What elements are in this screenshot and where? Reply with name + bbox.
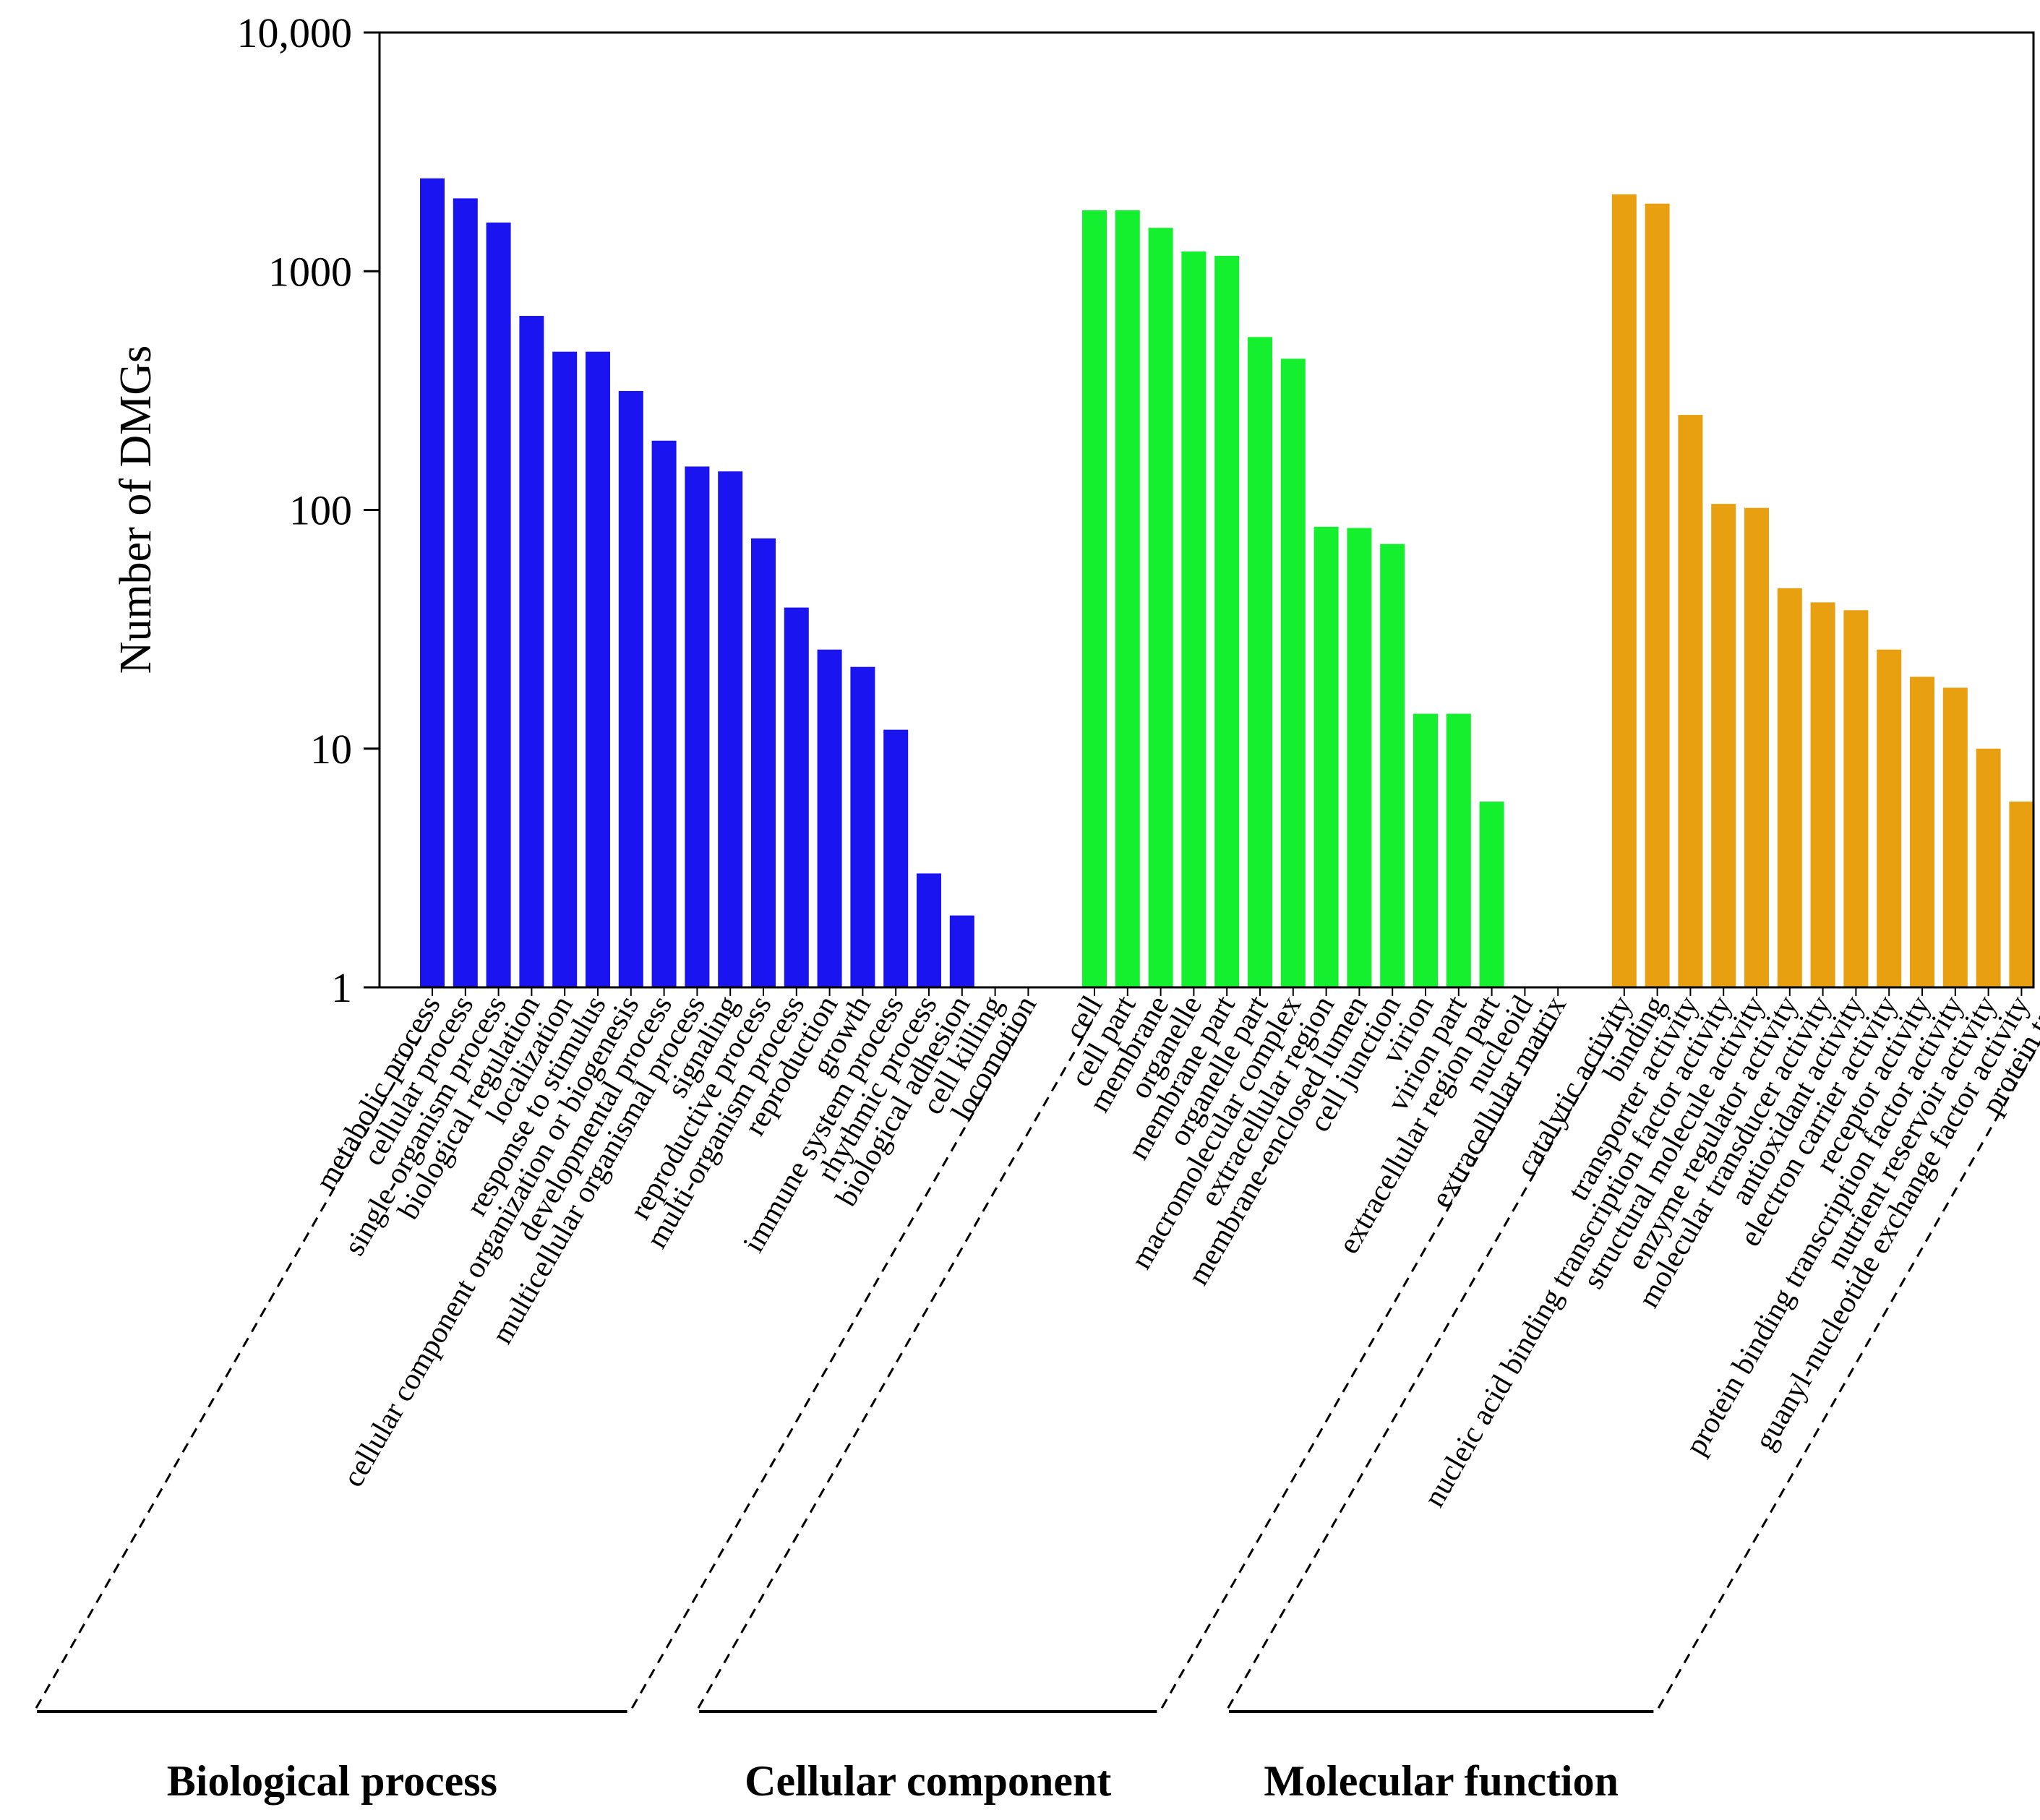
group-label: Molecular function xyxy=(1264,1757,1619,1805)
bar xyxy=(1280,359,1306,988)
bar xyxy=(1678,415,1703,987)
bar xyxy=(1711,504,1736,987)
bar xyxy=(1115,210,1140,987)
bar xyxy=(751,538,776,987)
bar xyxy=(1148,228,1173,987)
group-label: Cellular component xyxy=(745,1757,1111,1805)
bar xyxy=(552,351,578,987)
bar xyxy=(1181,251,1207,987)
bar xyxy=(1942,687,1968,987)
y-tick-label: 1000 xyxy=(268,248,352,295)
bar xyxy=(1777,588,1802,987)
bar xyxy=(486,222,511,988)
bar xyxy=(1248,337,1272,988)
bar xyxy=(1413,713,1438,987)
y-tick-label: 10,000 xyxy=(237,9,353,56)
bar xyxy=(685,466,710,987)
bar xyxy=(1645,203,1670,988)
bar xyxy=(1810,602,1835,987)
plot-frame xyxy=(378,31,2035,989)
y-tick-label: 10 xyxy=(310,726,352,773)
bar xyxy=(949,915,974,987)
group-dash-right xyxy=(1159,1021,1556,1712)
group-label: Biological process xyxy=(167,1757,497,1805)
y-tick-label: 100 xyxy=(289,487,352,534)
y-tick-label: 1 xyxy=(331,964,352,1011)
group-dash-left xyxy=(1225,1021,1623,1712)
group-dash-right xyxy=(629,1021,1027,1712)
bar xyxy=(1446,713,1471,987)
bar xyxy=(718,471,743,987)
bar xyxy=(1611,194,1637,988)
bars-layer xyxy=(420,178,2034,988)
group-brackets: Biological process Cellular component Mole… xyxy=(33,1021,2040,1805)
bar xyxy=(651,440,677,987)
bar xyxy=(1910,677,1934,987)
bar xyxy=(1347,528,1372,987)
bar xyxy=(2009,802,2034,987)
bar xyxy=(1082,210,1107,987)
bar xyxy=(1214,255,1240,987)
bar xyxy=(1313,526,1339,987)
bar xyxy=(784,607,809,987)
bar xyxy=(1479,802,1504,987)
bar xyxy=(883,729,909,987)
group-dash-left xyxy=(33,1021,431,1712)
bar xyxy=(1976,748,2001,987)
y-axis-title: Number of DMGs xyxy=(111,345,160,674)
group-dash-left xyxy=(695,1021,1093,1712)
bar xyxy=(1744,507,1769,987)
bar xyxy=(586,351,610,987)
bar xyxy=(1877,649,1902,987)
bar xyxy=(453,198,478,987)
bar xyxy=(420,178,445,987)
bar xyxy=(519,316,544,987)
bar xyxy=(917,873,941,987)
bar xyxy=(817,649,842,987)
bar xyxy=(1843,610,1869,987)
bar xyxy=(618,390,643,987)
bar xyxy=(1380,544,1405,987)
group-dash-right xyxy=(1655,1040,2040,1712)
bar xyxy=(850,666,875,987)
y-axis: 1 10 100 1000 10,000 xyxy=(237,9,380,1011)
